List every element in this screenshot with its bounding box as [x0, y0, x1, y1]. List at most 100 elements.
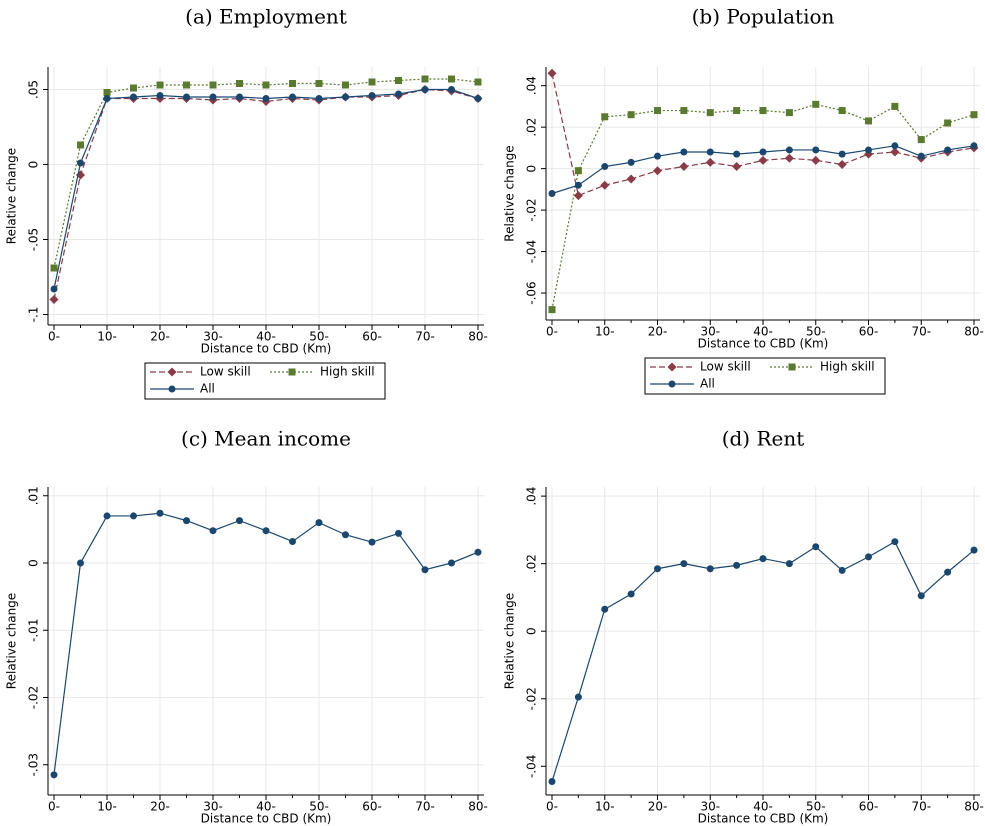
- marker: [667, 362, 677, 372]
- marker: [785, 146, 793, 154]
- marker: [548, 777, 556, 785]
- marker: [209, 93, 217, 101]
- marker: [653, 166, 662, 176]
- y-tick-label: 0: [525, 165, 539, 173]
- marker: [103, 89, 111, 96]
- marker: [289, 80, 296, 87]
- marker: [654, 565, 661, 573]
- y-tick-label: .02: [525, 118, 539, 137]
- marker: [236, 80, 243, 87]
- y-axis-label: Relative change: [503, 145, 517, 241]
- x-tick-label: 10-: [595, 325, 615, 339]
- marker: [785, 560, 793, 568]
- marker: [342, 93, 349, 101]
- marker: [395, 77, 402, 84]
- x-tick-label: 70-: [911, 325, 931, 339]
- marker: [288, 368, 296, 376]
- panel-title: (b) Population: [692, 5, 835, 29]
- marker: [890, 147, 900, 157]
- marker: [574, 181, 582, 189]
- marker: [103, 512, 111, 520]
- x-tick-label: 80-: [468, 800, 488, 814]
- y-tick-label: 0: [27, 161, 41, 169]
- marker: [289, 93, 296, 101]
- marker: [917, 136, 925, 144]
- y-tick-label: -.02: [27, 686, 41, 709]
- marker: [811, 155, 821, 165]
- marker: [758, 155, 768, 165]
- x-axis-label: Distance to CBD (Km): [698, 812, 829, 826]
- y-axis-label: Relative change: [503, 593, 517, 689]
- legend-label: All: [200, 382, 215, 396]
- legend-label: Low skill: [700, 360, 751, 374]
- x-tick-label: 70-: [415, 330, 435, 344]
- x-tick-label: 0-: [48, 800, 60, 814]
- marker: [474, 78, 482, 86]
- marker: [838, 150, 846, 158]
- marker: [944, 146, 952, 154]
- marker: [601, 113, 609, 121]
- marker: [601, 163, 609, 171]
- marker: [421, 86, 429, 93]
- marker: [315, 519, 323, 527]
- marker: [156, 92, 164, 99]
- y-tick-label: 0: [525, 627, 539, 635]
- marker: [706, 565, 714, 573]
- marker: [156, 81, 164, 89]
- marker: [342, 81, 349, 89]
- marker: [315, 95, 323, 102]
- marker: [209, 527, 217, 535]
- x-tick-label: 80-: [964, 325, 984, 339]
- marker: [183, 81, 190, 89]
- x-tick-label: 40-: [753, 800, 773, 814]
- marker: [838, 566, 846, 574]
- marker: [627, 111, 635, 119]
- marker: [183, 93, 190, 101]
- marker: [448, 75, 455, 83]
- marker: [891, 102, 899, 110]
- marker: [77, 559, 84, 567]
- x-tick-label: 50-: [309, 330, 329, 344]
- x-tick-label: 30-: [203, 330, 223, 344]
- marker: [837, 159, 847, 169]
- x-tick-label: 60-: [859, 325, 879, 339]
- marker: [421, 566, 429, 574]
- marker: [785, 109, 793, 117]
- x-tick-label: 60-: [859, 800, 879, 814]
- y-tick-label: 0: [27, 559, 41, 567]
- marker: [865, 553, 872, 561]
- marker: [167, 367, 177, 377]
- x-tick-label: 60-: [362, 800, 382, 814]
- x-tick-label: 0-: [546, 325, 558, 339]
- marker: [891, 538, 899, 546]
- marker: [368, 538, 376, 546]
- x-tick-label: 20-: [648, 800, 668, 814]
- marker: [733, 150, 741, 158]
- panel: (c) Mean income -.03 -.02 -.01 0 .01 0- 10- 20- 3…: [5, 427, 488, 826]
- y-tick-label: .04: [525, 76, 539, 95]
- marker: [626, 174, 636, 184]
- marker: [654, 107, 661, 115]
- x-tick-label: 30-: [700, 325, 720, 339]
- x-tick-label: 50-: [309, 800, 329, 814]
- y-tick-label: -.01: [27, 619, 41, 642]
- marker: [733, 561, 741, 569]
- x-tick-label: 10-: [595, 800, 615, 814]
- marker: [548, 306, 556, 314]
- marker: [944, 119, 952, 127]
- marker: [103, 95, 111, 102]
- marker: [50, 264, 58, 272]
- x-tick-label: 20-: [648, 325, 668, 339]
- marker: [49, 295, 59, 304]
- panel-title: (d) Rent: [722, 427, 805, 451]
- x-tick-label: 80-: [964, 800, 984, 814]
- marker: [574, 167, 582, 175]
- y-axis-label: Relative change: [5, 148, 19, 244]
- y-axis-label: Relative change: [5, 593, 19, 689]
- marker: [679, 162, 689, 172]
- marker: [705, 157, 715, 167]
- marker: [917, 592, 925, 600]
- marker: [130, 84, 137, 92]
- marker: [130, 93, 137, 101]
